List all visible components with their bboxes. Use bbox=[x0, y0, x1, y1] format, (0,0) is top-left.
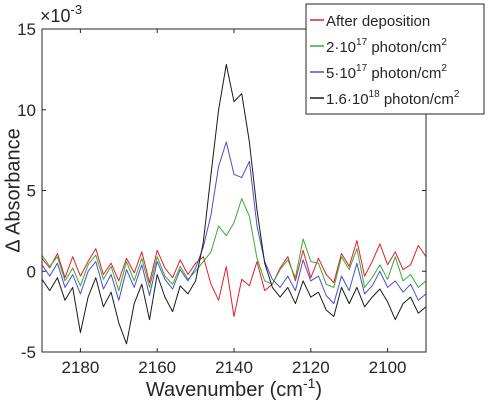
x-tick-label: 2180 bbox=[61, 358, 99, 377]
series-line-1 bbox=[41, 240, 427, 317]
y-tick-label: 0 bbox=[27, 262, 36, 281]
y-tick-label: 15 bbox=[17, 20, 36, 39]
y-exponent-label: ×10-3 bbox=[40, 2, 82, 26]
x-tick-label: 2100 bbox=[369, 358, 407, 377]
y-tick-label: -5 bbox=[21, 343, 36, 362]
series-line-2 bbox=[41, 198, 427, 292]
legend-box bbox=[305, 3, 485, 115]
series-line-3 bbox=[41, 141, 427, 305]
x-tick-label: 2120 bbox=[292, 358, 330, 377]
series-line-4 bbox=[41, 64, 427, 345]
series-layer bbox=[41, 64, 427, 345]
legend-entry: 2·1017 photon/cm2 bbox=[326, 37, 447, 56]
x-axis-label-sup: -1 bbox=[303, 375, 316, 391]
legend: After deposition 2·1017 photon/cm2 5·1017 … bbox=[305, 3, 485, 115]
legend-entry: 1.6·1018 photon/cm2 bbox=[326, 89, 460, 108]
x-tick-label: 2160 bbox=[138, 358, 176, 377]
x-tick-label: 2140 bbox=[215, 358, 253, 377]
y-tick-label: 5 bbox=[27, 182, 36, 201]
plot-frame bbox=[41, 28, 427, 353]
y-exponent-base: ×10 bbox=[40, 6, 71, 26]
y-tick-label: 10 bbox=[17, 101, 36, 120]
x-axis-label-main: Wavenumber (cm bbox=[146, 379, 303, 401]
legend-entry: After deposition bbox=[326, 13, 430, 30]
x-axis-label: Wavenumber (cm-1) bbox=[146, 375, 322, 401]
x-axis-label-end: ) bbox=[315, 379, 322, 401]
y-exponent-power: -3 bbox=[71, 2, 83, 17]
y-axis-label: Δ Absorbance bbox=[2, 128, 24, 253]
legend-entry: 5·1017 photon/cm2 bbox=[326, 63, 447, 82]
axis-ticks: 2180 2160 2140 2120 2100 -5 0 5 10 15 bbox=[17, 20, 426, 377]
